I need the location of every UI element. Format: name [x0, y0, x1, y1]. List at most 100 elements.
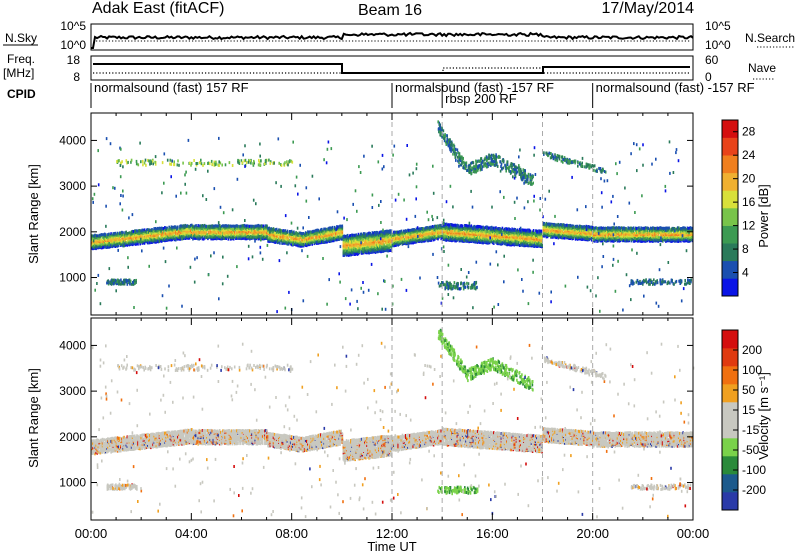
power-cell [403, 229, 406, 233]
power-cell [558, 229, 561, 233]
power-cell [226, 229, 229, 233]
power-cell [544, 225, 547, 229]
power-cell [377, 235, 379, 239]
beam-title: Beam 16 [358, 2, 422, 19]
power-cell [526, 228, 528, 232]
power-cell [475, 236, 478, 240]
power-cell [100, 240, 103, 244]
power-cell [536, 229, 538, 233]
power-cell [353, 246, 355, 249]
power-cell [572, 236, 575, 239]
power-cell [268, 233, 270, 236]
power-cell [523, 231, 525, 235]
power-cell [167, 235, 169, 238]
power-cell [333, 238, 336, 242]
power-cell [161, 231, 164, 235]
power-cell [478, 234, 480, 238]
power-cell [514, 235, 517, 239]
power-cell [307, 238, 309, 242]
power-cell [360, 246, 363, 250]
power-cell [347, 241, 350, 245]
power-cell [357, 248, 360, 252]
power-cell [381, 233, 383, 236]
power-cell [379, 243, 381, 247]
power-cell [180, 228, 182, 232]
power-cell [199, 231, 202, 234]
power-cell [474, 239, 477, 243]
power-cell [415, 236, 418, 240]
freq-trace [93, 63, 690, 74]
power-cell [227, 224, 230, 228]
power-cell [338, 231, 340, 235]
power-cell [299, 242, 302, 246]
power-cell [581, 228, 583, 232]
power-cell [474, 231, 477, 235]
power-cell [359, 244, 362, 248]
power-cell [355, 238, 357, 242]
power-cell [464, 224, 466, 227]
power-cell [127, 242, 130, 246]
power-cell [428, 225, 431, 229]
power-cell [160, 239, 163, 243]
power-cell [461, 239, 464, 243]
power-cell [473, 236, 476, 240]
nsky-tick-bottom: 10^0 [60, 38, 86, 52]
power-cell [397, 240, 399, 244]
power-cell [116, 244, 119, 248]
power-cell [401, 235, 404, 239]
power-cell [261, 228, 264, 232]
power-cell [273, 234, 276, 238]
power-cell [95, 247, 97, 251]
power-cell [263, 224, 265, 228]
power-cell [560, 223, 563, 227]
power-cell [516, 239, 519, 243]
power-cell [474, 229, 477, 233]
power-cell [284, 230, 287, 234]
power-cell [452, 223, 454, 227]
power-cell [404, 238, 407, 242]
power-cell [519, 228, 522, 232]
power-cell [426, 235, 428, 239]
power-cell [134, 240, 136, 244]
power-cell [131, 241, 134, 245]
power-cell [509, 238, 511, 242]
power-cell [242, 225, 245, 229]
power-cell [584, 228, 586, 232]
power-cell [565, 224, 567, 227]
power-cell [487, 240, 490, 244]
power-cell [513, 242, 516, 246]
power-cell [178, 232, 180, 236]
power-cell [458, 232, 461, 236]
power-cell [185, 224, 188, 228]
power-cell [538, 231, 540, 235]
power-cell [172, 233, 175, 237]
power-cell [488, 239, 491, 243]
power-cell [365, 246, 367, 250]
power-cell [313, 238, 316, 242]
power-cell [538, 241, 540, 245]
power-cell [207, 235, 209, 238]
power-cell [377, 248, 379, 252]
power-cell [187, 229, 190, 233]
power-cell [165, 226, 167, 230]
power-cell [177, 237, 179, 241]
power-cell [580, 235, 582, 239]
power-cell [228, 228, 231, 232]
power-cell [314, 234, 317, 238]
power-cell [344, 248, 347, 252]
power-cell [471, 239, 474, 243]
power-cell [252, 233, 254, 237]
nave-tick-top: 60 [705, 53, 719, 67]
power-cell [440, 224, 442, 228]
power-cell [390, 234, 393, 238]
power-cell [398, 230, 401, 234]
power-cell [406, 233, 408, 237]
power-cell [364, 234, 366, 238]
power-cell [383, 238, 385, 242]
power-cell [181, 235, 183, 238]
power-cell [569, 225, 571, 229]
power-cell [481, 238, 483, 242]
power-cell [238, 234, 240, 238]
power-cell [397, 230, 399, 234]
power-cell [295, 243, 297, 247]
